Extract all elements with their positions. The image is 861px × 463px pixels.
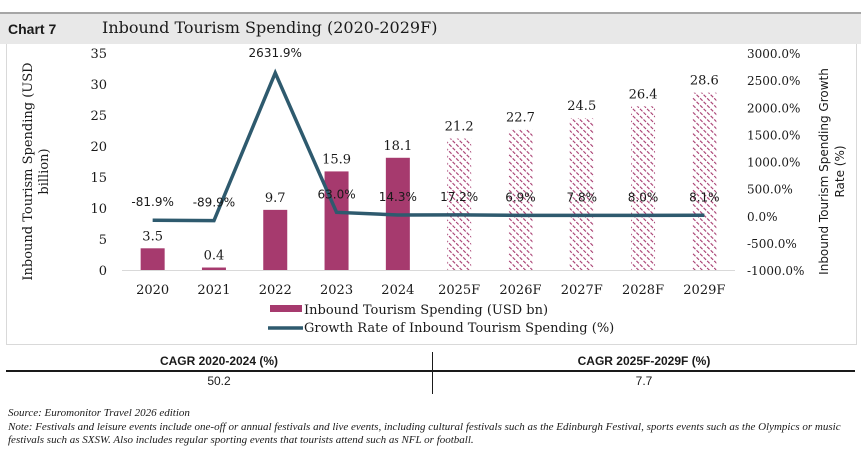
line-value-label: 14.3%	[379, 190, 417, 204]
bar-value-label: 22.7	[506, 110, 535, 125]
line-value-label: -81.9%	[131, 195, 173, 209]
y-axis-title: Inbound Tourism Spending (USDbillion)	[21, 62, 52, 280]
x-tick-label: 2028F	[622, 283, 664, 298]
cagr-column-divider	[432, 352, 433, 394]
bar-value-label: 24.5	[567, 99, 596, 114]
y2-tick-label: 1000.0%	[747, 156, 800, 170]
bar-value-label: 9.7	[265, 191, 286, 206]
bar	[324, 171, 349, 270]
growth-rate-line	[152, 68, 705, 223]
y2-tick-label: 500.0%	[747, 183, 793, 197]
x-tick-label: 2025F	[438, 283, 480, 298]
cagr-left-label: CAGR 2020-2024 (%)	[159, 354, 279, 368]
header-top-rule	[0, 12, 861, 14]
x-tick-label: 2029F	[683, 283, 725, 298]
forecast-bar	[508, 129, 533, 270]
forecast-bar	[569, 118, 594, 270]
y-tick-label: 25	[90, 109, 107, 124]
y-tick-label: 10	[90, 202, 107, 217]
chart-frame	[6, 44, 857, 345]
bar-value-label: 0.4	[204, 249, 225, 264]
legend-bar-swatch	[270, 305, 302, 312]
line-value-label: 6.9%	[505, 190, 536, 204]
x-tick-label: 2024	[381, 283, 414, 298]
cagr-divider	[6, 370, 855, 372]
y-axis-title-line: Inbound Tourism Spending (USD	[21, 62, 36, 280]
cagr-right-label: CAGR 2025F-2029F (%)	[577, 354, 711, 368]
combo-chart: 0 5 10 15 20 25 30 35 -1000.0% -500.0% 0.0% 500.0% 1…	[21, 46, 847, 336]
y2-tick-label: -1000.0%	[747, 264, 804, 278]
x-tick-label: 2020	[136, 283, 169, 298]
y-tick-label: 5	[99, 233, 107, 248]
forecast-bar	[447, 138, 472, 270]
y-tick-label: 30	[90, 78, 107, 93]
line-value-label: -89.9%	[193, 196, 235, 210]
y-tick-label: 0	[99, 264, 107, 279]
bar-value-label: 18.1	[383, 139, 412, 154]
line-value-label: 2631.9%	[249, 46, 302, 60]
chart-header	[0, 14, 861, 44]
chart-title: Inbound Tourism Spending (2020-2029F)	[102, 18, 438, 37]
source-text: Source: Euromonitor Travel 2026 edition	[8, 407, 190, 419]
cagr-right-value: 7.7	[635, 374, 653, 388]
line-value-label: 8.0%	[628, 190, 659, 204]
footnotes: Source: Euromonitor Travel 2026 edition …	[8, 407, 858, 448]
y2-axis-title-line: Rate (%)	[833, 145, 847, 197]
chart-number: Chart 7	[8, 21, 57, 37]
x-tick-label: 2027F	[561, 283, 603, 298]
bar-value-label: 21.2	[445, 120, 474, 135]
legend-line-label: Growth Rate of Inbound Tourism Spending …	[304, 321, 614, 336]
forecast-bar	[631, 106, 656, 270]
bar-value-label: 26.4	[629, 87, 658, 102]
bar-value-label: 28.6	[690, 74, 719, 89]
line-value-label: 63.0%	[317, 187, 355, 201]
y-tick-label: 15	[90, 171, 107, 186]
bar-value-label: 15.9	[322, 152, 351, 167]
legend-bar-label: Inbound Tourism Spending (USD bn)	[304, 303, 548, 318]
y-tick-label: 35	[90, 47, 107, 62]
y2-tick-label: 0.0%	[747, 210, 778, 224]
bar	[140, 248, 165, 270]
cagr-table: CAGR 2020-2024 (%) CAGR 2025F-2029F (%) …	[6, 352, 855, 397]
line-value-label: 8.1%	[689, 190, 720, 204]
forecast-bar	[692, 92, 717, 271]
x-tick-label: 2023	[320, 283, 353, 298]
line-value-label: 17.2%	[440, 190, 478, 204]
y2-tick-label: 3000.0%	[747, 47, 800, 61]
y-tick-label: 20	[90, 140, 107, 155]
y2-tick-label: -500.0%	[747, 237, 797, 251]
y2-tick-label: 2000.0%	[747, 101, 800, 115]
bar	[263, 209, 288, 270]
x-tick-label: 2021	[197, 283, 230, 298]
cagr-left-value: 50.2	[207, 374, 231, 388]
x-tick-label: 2022	[259, 283, 292, 298]
y-axis-title-line: billion)	[37, 148, 52, 194]
line-value-label: 7.8%	[567, 190, 598, 204]
y2-tick-label: 2500.0%	[747, 74, 800, 88]
y2-tick-label: 1500.0%	[747, 128, 800, 142]
note-text: Note: Festivals and leisure events inclu…	[8, 420, 841, 447]
bar-value-label: 3.5	[142, 229, 163, 244]
bar	[201, 267, 226, 270]
y2-axis-title: Inbound Tourism Spending Growth Rate (%)	[817, 68, 847, 275]
x-tick-label: 2026F	[499, 283, 541, 298]
y2-axis-title-line: Inbound Tourism Spending Growth	[817, 68, 831, 275]
